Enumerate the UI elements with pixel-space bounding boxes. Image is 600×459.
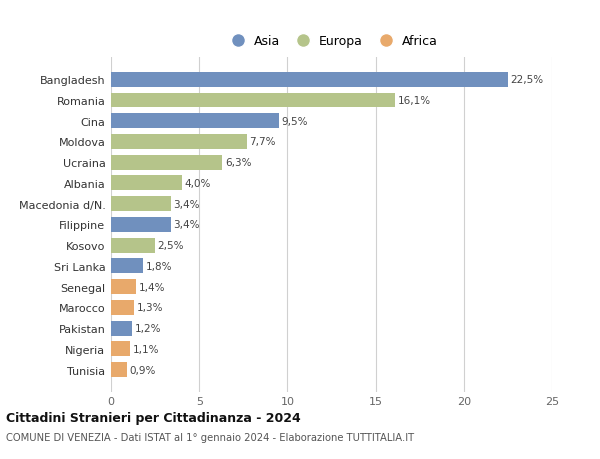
Text: 1,1%: 1,1% (133, 344, 160, 354)
Text: 3,4%: 3,4% (173, 220, 200, 230)
Bar (111, 259, 143, 274)
Text: 7,7%: 7,7% (250, 137, 276, 147)
Text: 9,5%: 9,5% (281, 117, 308, 126)
Text: 3,4%: 3,4% (173, 199, 200, 209)
Bar (111, 238, 155, 253)
Text: Cittadini Stranieri per Cittadinanza - 2024: Cittadini Stranieri per Cittadinanza - 2… (6, 412, 301, 425)
Bar (111, 218, 171, 232)
Bar (111, 93, 395, 108)
Bar (111, 300, 134, 315)
Bar (111, 362, 127, 377)
Legend: Asia, Europa, Africa: Asia, Europa, Africa (220, 30, 443, 53)
Bar (111, 321, 132, 336)
Text: 1,2%: 1,2% (135, 324, 161, 333)
Text: 22,5%: 22,5% (511, 75, 544, 85)
Bar (111, 341, 130, 357)
Text: 16,1%: 16,1% (398, 96, 431, 106)
Bar (111, 197, 171, 212)
Text: 4,0%: 4,0% (184, 179, 211, 189)
Text: COMUNE DI VENEZIA - Dati ISTAT al 1° gennaio 2024 - Elaborazione TUTTITALIA.IT: COMUNE DI VENEZIA - Dati ISTAT al 1° gen… (6, 431, 414, 442)
Bar (111, 156, 222, 170)
Bar (111, 280, 136, 294)
Text: 1,8%: 1,8% (145, 261, 172, 271)
Text: 6,3%: 6,3% (225, 158, 251, 168)
Bar (111, 73, 508, 88)
Bar (111, 114, 278, 129)
Text: 0,9%: 0,9% (130, 365, 156, 375)
Bar (111, 134, 247, 150)
Text: 2,5%: 2,5% (158, 241, 184, 251)
Text: 1,4%: 1,4% (139, 282, 165, 292)
Bar (111, 176, 182, 191)
Text: 1,3%: 1,3% (137, 302, 163, 313)
